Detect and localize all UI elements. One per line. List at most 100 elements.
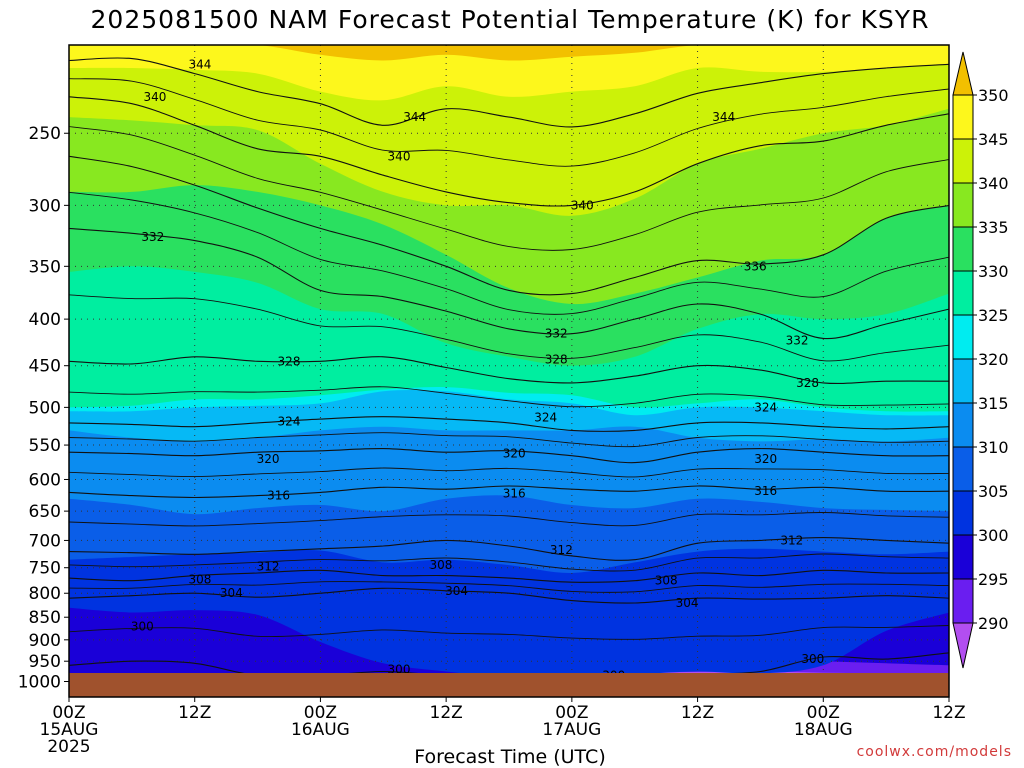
y-tick-label-850: 850: [29, 608, 61, 628]
x-tick-label-72-1: 18AUG: [794, 720, 853, 740]
contour-label-328: 328: [796, 376, 819, 390]
contour-label-340: 340: [571, 198, 594, 212]
x-tick-label-84-0: 12Z: [932, 703, 965, 723]
contour-between-328: [69, 386, 949, 408]
colorbar-label-310: 310: [978, 438, 1009, 457]
contour-label-344: 344: [712, 110, 735, 124]
contour-label-328: 328: [545, 353, 568, 367]
y-tick-label-300: 300: [29, 196, 61, 216]
contour-320: [69, 448, 949, 464]
colorbar-label-320: 320: [978, 350, 1009, 369]
contour-304: [69, 587, 949, 604]
y-tick-label-550: 550: [29, 436, 61, 456]
contour-label-328: 328: [278, 354, 301, 368]
contour-label-316: 316: [754, 484, 777, 498]
contour-label-332: 332: [141, 230, 164, 244]
colorbar-label-315: 315: [978, 394, 1009, 413]
colorbar-bin-315: [952, 358, 974, 404]
contour-label-300: 300: [388, 662, 411, 676]
colorbar-bin-310: [952, 402, 974, 448]
colorbar-bin-320: [952, 314, 974, 360]
contour-label-308: 308: [429, 558, 452, 572]
contour-label-320: 320: [503, 447, 526, 461]
contour-316: [69, 485, 949, 499]
y-axis: 250 300 350 400 450 500 550 600 650 700 750 800 850 9…: [18, 124, 69, 692]
contour-344: [69, 57, 949, 128]
contour-332: [69, 227, 949, 340]
x-tick-label-12-0: 12Z: [178, 703, 211, 723]
colorbar-label-295: 295: [978, 570, 1009, 589]
colorbar: 290 295 300 305 310 315 320 325 330 335 340 345 350: [952, 51, 1009, 669]
x-tick-label-48-1: 17AUG: [542, 720, 601, 740]
contour-between-308: [69, 581, 949, 593]
colorbar-label-290: 290: [978, 614, 1009, 633]
x-tick-label-24-0: 00Z: [304, 703, 337, 723]
x-axis-label: Forecast Time (UTC): [414, 746, 605, 768]
contour-between-344: [69, 78, 949, 167]
x-tick-label-48-0: 00Z: [555, 703, 588, 723]
plot-frame: [68, 44, 950, 698]
colorbar-bin-290: [952, 578, 974, 624]
contour-label-304: 304: [220, 586, 243, 600]
contour-between-320: [69, 467, 949, 478]
x-tick-label-60-0: 12Z: [681, 703, 714, 723]
colorbar-under-arrow: [952, 622, 974, 669]
colorbar-label-325: 325: [978, 306, 1009, 325]
contour-label-324: 324: [534, 411, 557, 425]
y-tick-label-1000: 1000: [18, 672, 61, 692]
colorbar-bin-305: [952, 446, 974, 492]
contour-label-312: 312: [550, 543, 573, 557]
contour-label-316: 316: [267, 489, 290, 503]
band-above-345: [69, 45, 949, 101]
contour-between-316: [69, 512, 949, 527]
contour-312: [69, 537, 949, 561]
colorbar-label-340: 340: [978, 174, 1009, 193]
colorbar-label-335: 335: [978, 218, 1009, 237]
contour-label-312: 312: [257, 560, 280, 574]
contour-label-308: 308: [188, 573, 211, 587]
contour-label-300: 300: [131, 619, 154, 633]
credit-text: coolwx.com/models: [857, 744, 1012, 760]
contour-308: [69, 569, 949, 583]
colorbar-label-300: 300: [978, 526, 1009, 545]
colorbar-bin-330: [952, 226, 974, 272]
y-tick-label-250: 250: [29, 124, 61, 144]
colorbar-label-330: 330: [978, 262, 1009, 281]
y-tick-label-350: 350: [29, 257, 61, 277]
contour-label-332: 332: [545, 327, 568, 341]
band-above-350: [69, 45, 949, 61]
contour-label-304: 304: [676, 596, 699, 610]
y-tick-label-750: 750: [29, 559, 61, 579]
contour-label-344: 344: [188, 57, 211, 71]
x-tick-label-36-0: 12Z: [430, 703, 463, 723]
contour-between-304: [69, 625, 949, 640]
contour-label-344: 344: [403, 110, 426, 124]
contour-label-320: 320: [754, 452, 777, 466]
x-tick-label-0-1: 15AUG: [40, 720, 99, 740]
contour-label-308: 308: [655, 574, 678, 588]
y-tick-label-500: 500: [29, 398, 61, 418]
filled-bands: [69, 45, 949, 697]
contour-label-304: 304: [445, 584, 468, 598]
contour-label-324: 324: [754, 400, 777, 414]
y-tick-label-650: 650: [29, 502, 61, 522]
grid-lines: [69, 45, 949, 697]
contour-324: [69, 416, 949, 432]
colorbar-bin-340: [952, 138, 974, 184]
contour-label-340: 340: [143, 90, 166, 104]
contour-between-312: [69, 553, 949, 572]
x-tick-label-0-0: 00Z: [52, 703, 85, 723]
contour-340: [69, 96, 949, 207]
ground-strip: [69, 673, 949, 697]
contour-label-324: 324: [278, 414, 301, 428]
colorbar-bin-295: [952, 534, 974, 580]
contour-lines: [69, 57, 949, 678]
colorbar-label-305: 305: [978, 482, 1009, 501]
y-tick-label-450: 450: [29, 357, 61, 377]
contour-between-340: [69, 126, 949, 251]
y-tick-label-700: 700: [29, 531, 61, 551]
contour-336: [69, 155, 949, 296]
x-tick-label-24-1: 16AUG: [291, 720, 350, 740]
